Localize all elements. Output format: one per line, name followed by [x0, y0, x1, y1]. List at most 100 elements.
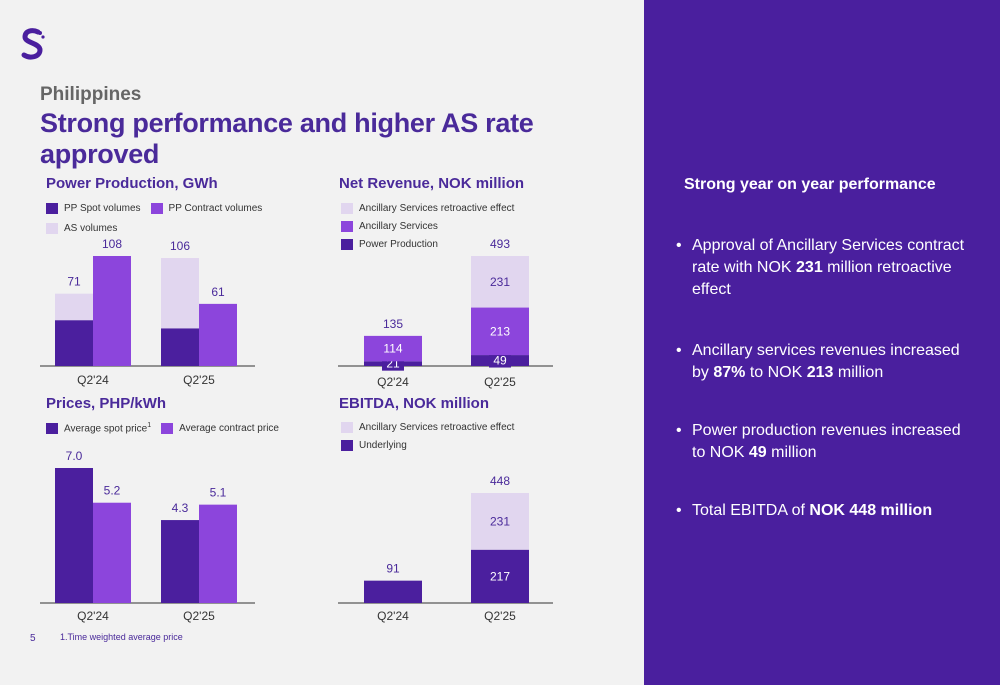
data-label-background	[489, 353, 511, 368]
legend-swatch	[46, 223, 58, 234]
legend-swatch	[161, 422, 174, 434]
bullet-highlight: 87%	[713, 364, 746, 381]
legend-swatch	[341, 440, 353, 451]
total-label: 5.1	[210, 486, 227, 500]
bullet-highlight: 213	[806, 364, 834, 381]
legend-revenue: Ancillary Services retroactive effect An…	[341, 203, 601, 250]
bullet-text: Power production revenues increased to N…	[692, 420, 976, 464]
charts-canvas: 71 108 Q2'24 106 61 Q2'25 7.0 5.2 Q2'24 4.3 5.1 Q2'…	[40, 237, 553, 623]
summary-bullet: • Approval of Ancillary Services contract…	[676, 235, 976, 301]
legend-swatch	[150, 203, 163, 214]
total-label: 7.0	[66, 449, 83, 463]
bullet-segment: Ancillary services revenues increased by	[692, 342, 960, 381]
category-tick-label: Q2'24	[77, 373, 109, 387]
bar-segment	[55, 320, 93, 366]
chart-title-prices: Prices, PHP/kWh	[46, 395, 167, 412]
bar-segment	[471, 307, 529, 356]
bar-segment	[161, 520, 199, 603]
bullet-segment: million	[833, 364, 884, 381]
category-tick-label: Q2'24	[77, 609, 109, 623]
logo-icon	[21, 28, 45, 60]
bullet-segment: Total EBITDA of	[692, 502, 810, 519]
bar-segment	[55, 468, 93, 603]
legend-item: PP Spot volumes	[46, 203, 141, 214]
data-label: 217	[490, 569, 510, 583]
legend-item: Ancillary Services retroactive effect	[341, 422, 601, 433]
legend-label: PP Spot volumes	[64, 203, 141, 214]
total-label: 106	[170, 239, 190, 253]
page-subtitle: Philippines	[40, 84, 142, 105]
bar-segment	[199, 504, 237, 603]
category-tick-label: Q2'25	[183, 373, 215, 387]
legend-swatch	[341, 239, 353, 250]
category-tick-label: Q2'25	[484, 375, 516, 389]
category-tick-label: Q2'24	[377, 609, 409, 623]
bullet-highlight: 49	[748, 444, 767, 461]
legend-item: Average spot price1	[46, 422, 151, 434]
category-tick-label: Q2'25	[183, 609, 215, 623]
legend-label: AS volumes	[64, 223, 118, 234]
total-label: 108	[102, 237, 122, 251]
summary-panel: Strong year on year performance • Approva…	[644, 0, 1000, 685]
bar-segment	[471, 256, 529, 308]
bullet-highlight: 231	[796, 259, 823, 276]
bullet-segment: million retroactive effect	[692, 259, 952, 298]
legend-label: Ancillary Services retroactive effect	[359, 422, 515, 433]
legend-label: Ancillary Services retroactive effect	[359, 203, 515, 214]
data-label: 213	[490, 324, 510, 338]
legend-item: Underlying	[341, 440, 601, 451]
legend-swatch	[46, 422, 58, 434]
page-number: 5	[30, 633, 36, 644]
legend-item: Average contract price	[161, 422, 279, 434]
category-tick-label: Q2'25	[484, 609, 516, 623]
total-label: 135	[383, 317, 403, 331]
legend-swatch	[46, 203, 58, 214]
left-content: Philippines Strong performance and highe…	[21, 28, 601, 644]
total-label: 61	[211, 285, 225, 299]
legend-label: Ancillary Services	[359, 221, 438, 232]
legend-label: Average spot price	[64, 423, 148, 435]
legend-label: Average contract price	[179, 422, 279, 434]
bar-segment	[161, 328, 199, 366]
bar-segment	[471, 493, 529, 550]
data-label: 49	[493, 354, 507, 368]
total-label: 5.2	[104, 484, 121, 498]
legend-swatch	[341, 422, 353, 433]
chart-title-power: Power Production, GWh	[46, 175, 218, 192]
total-label: 4.3	[172, 501, 189, 515]
footnote: 1.Time weighted average price	[60, 632, 183, 642]
bar-segment	[161, 258, 199, 329]
bullet-segment: to NOK	[745, 364, 807, 381]
chart-title-ebitda: EBITDA, NOK million	[339, 395, 489, 412]
legend-item: Ancillary Services retroactive effect	[341, 203, 601, 214]
bullet-dot: •	[676, 342, 682, 359]
bullet-segment: million	[766, 444, 817, 461]
legend-swatch	[341, 221, 353, 232]
legend-label: PP Contract volumes	[168, 203, 263, 214]
bullet-segment: Power production revenues increased to N…	[692, 422, 961, 461]
chart-title-revenue: Net Revenue, NOK million	[339, 175, 525, 192]
bar-segment	[93, 256, 131, 366]
bar-segment	[55, 293, 93, 321]
bullet-dot: •	[676, 502, 682, 519]
legend-footnote-marker: 1	[147, 422, 152, 429]
summary-bullet: • Total EBITDA of NOK 448 million	[676, 500, 976, 522]
data-label: 231	[490, 275, 510, 289]
bullet-highlight: NOK 448 million	[809, 502, 933, 519]
bullet-dot: •	[676, 422, 682, 439]
legend-label: Underlying	[359, 440, 407, 451]
bullet-text: Approval of Ancillary Services contract …	[692, 235, 976, 301]
total-label: 91	[386, 562, 400, 576]
bullet-dot: •	[676, 237, 682, 254]
summary-bullet: • Power production revenues increased to …	[676, 420, 976, 464]
total-label: 448	[490, 474, 510, 488]
summary-heading: Strong year on year performance	[684, 176, 936, 193]
bar-segment	[93, 502, 131, 603]
total-label: 71	[67, 275, 81, 289]
legend-item: AS volumes	[46, 223, 306, 234]
legend-item: Ancillary Services	[341, 221, 601, 232]
bar-segment	[471, 549, 529, 603]
bar-segment	[199, 303, 237, 366]
bullet-segment: Approval of Ancillary Services contract …	[692, 237, 965, 276]
page-title: Strong performance and higher AS rate ap…	[40, 108, 534, 169]
